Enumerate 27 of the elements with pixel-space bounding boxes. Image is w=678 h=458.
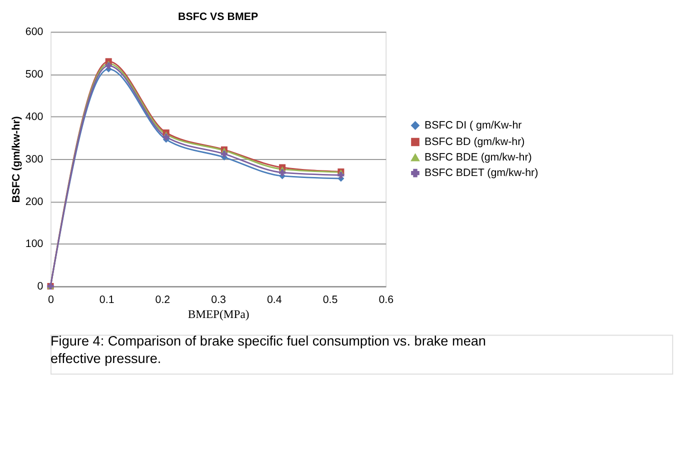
legend-label: BSFC BDE (gm/kw-hr): [424, 151, 532, 164]
y-tick-label: 100: [25, 238, 44, 250]
x-tick-label: 0.1: [99, 294, 114, 306]
y-tick-label: 200: [25, 196, 44, 208]
y-tick-label: 300: [25, 153, 44, 166]
y-tick-label: 400: [25, 110, 44, 123]
x-tick-label: 0.2: [155, 294, 170, 306]
point: [279, 169, 286, 176]
x-tick-label: 0.4: [266, 294, 282, 306]
point: [105, 62, 112, 69]
y-axis-title: BSFC (gm/kw-hr): [10, 116, 23, 203]
legend-label: BSFC BD (gm/kw-hr): [424, 136, 525, 148]
point: [162, 134, 170, 140]
point: [338, 172, 344, 178]
legend-label: BSFC DI ( gm/Kw-hr: [424, 119, 522, 132]
y-tick-label: 500: [25, 68, 44, 81]
y-tick-label: 0: [37, 280, 44, 293]
x-tick-label: 0: [48, 294, 54, 306]
x-axis-title: BMEP(MPa): [188, 308, 250, 321]
chart-title: BSFC VS BMEP: [178, 11, 258, 24]
x-tick-label: 0.6: [378, 294, 394, 306]
legend-label: BSFC BDET (gm/kw-hr): [424, 166, 538, 179]
caption: Figure 4: Comparison of brake specific fuel consumption vs. brake mean effective pressure.: [50, 333, 486, 366]
point: [220, 150, 228, 158]
y-tick-label: 600: [25, 26, 44, 38]
x-tick-label: 0.3: [211, 294, 226, 306]
x-tick-label: 0.5: [322, 294, 338, 306]
